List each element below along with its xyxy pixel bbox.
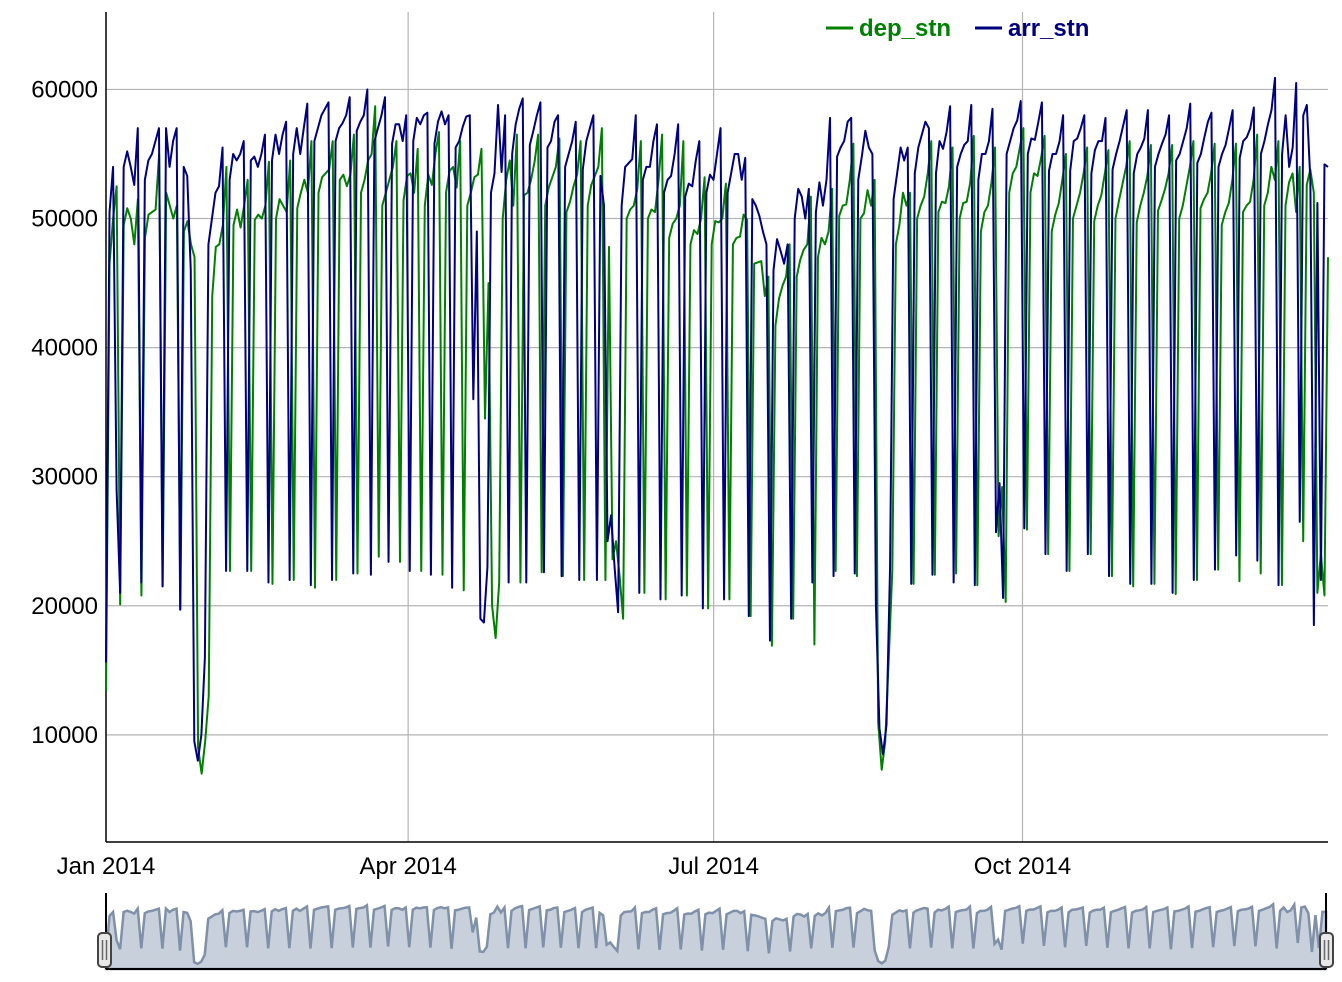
legend-label-dep-stn: dep_stn [859, 15, 951, 42]
x-tick-label: Oct 2014 [974, 853, 1071, 880]
legend-item-arr-stn[interactable]: arr_stn [975, 15, 1089, 42]
series-layer [105, 76, 1329, 775]
axis-layer [105, 12, 1328, 843]
range-handle-left[interactable] [97, 932, 112, 968]
range-selector-area [104, 900, 1328, 971]
legend-label-arr-stn: arr_stn [1008, 15, 1089, 42]
range-handle-right[interactable] [1319, 932, 1334, 968]
series-line-arr-stn [105, 76, 1329, 762]
y-tick-label: 50000 [31, 206, 98, 233]
series-line-dep-stn [105, 105, 1329, 775]
tick-layer: 10000 20000 30000 40000 50000 60000 Jan 2014 Ap… [31, 76, 1071, 880]
legend: dep_stn arr_stn [826, 15, 1089, 42]
y-tick-label: 60000 [31, 76, 98, 103]
y-tick-label: 20000 [31, 593, 98, 620]
y-tick-label: 10000 [31, 722, 98, 749]
x-tick-label: Jul 2014 [668, 853, 759, 880]
legend-item-dep-stn[interactable]: dep_stn [826, 15, 951, 42]
y-tick-label: 40000 [31, 335, 98, 362]
x-tick-label: Jan 2014 [57, 853, 156, 880]
range-selector[interactable] [97, 893, 1334, 971]
x-tick-label: Apr 2014 [359, 853, 456, 880]
y-tick-label: 30000 [31, 464, 98, 491]
